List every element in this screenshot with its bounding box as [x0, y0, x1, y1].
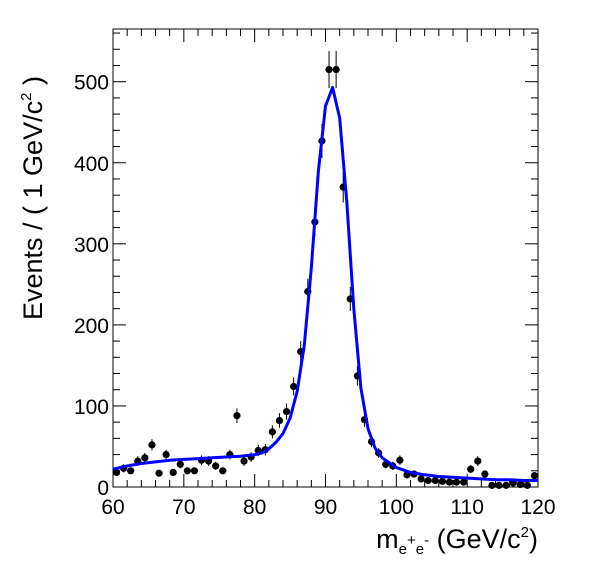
data-point [523, 481, 531, 489]
y-axis-title-main: Events / ( 1 GeV/c [18, 101, 48, 320]
fit-curve [112, 85, 538, 482]
data-point [467, 465, 475, 473]
data-point [240, 457, 248, 465]
y-tick-label: 400 [74, 153, 109, 176]
data-point [219, 467, 227, 475]
data-point [127, 467, 135, 475]
data-point [502, 481, 510, 489]
x-axis-title-sup1: + [407, 532, 416, 549]
x-tick-label: 90 [314, 496, 337, 519]
x-axis-title-unit-end: ) [529, 524, 538, 554]
data-point [396, 456, 404, 464]
x-tick-label: 60 [101, 496, 124, 519]
x-axis-title-sup2: - [424, 532, 429, 549]
x-axis-title-main: m [376, 524, 399, 554]
data-point [268, 428, 276, 436]
x-tick-label: 120 [520, 496, 555, 519]
data-point [282, 408, 291, 416]
x-tick-label: 70 [172, 496, 195, 519]
data-point [424, 476, 432, 485]
data-point [233, 412, 241, 420]
x-axis-title-unit: (GeV/c [429, 524, 521, 554]
data-point [290, 382, 298, 391]
x-axis-title-sub2: e [416, 541, 424, 558]
data-point [488, 481, 496, 489]
data-point [176, 460, 184, 468]
x-axis-title: me+e- (GeV/c2) [376, 524, 538, 558]
x-axis-title-sub1: e [399, 541, 407, 558]
y-axis-title: Events / ( 1 GeV/c2 ) [18, 76, 48, 320]
data-point [325, 65, 333, 74]
plot-border [112, 28, 539, 488]
data-point [155, 469, 163, 477]
x-tick-label: 80 [243, 496, 266, 519]
y-tick-label: 500 [74, 72, 109, 95]
data-point [275, 416, 284, 425]
data-point [530, 472, 539, 480]
y-axis-title-sup: 2 [18, 93, 35, 101]
y-tick-label: 0 [97, 477, 109, 500]
y-tick-label: 300 [74, 234, 109, 257]
x-tick-labels: 60 70 80 90 100 110 120 [101, 496, 555, 519]
data-points [112, 65, 539, 489]
data-point [495, 481, 503, 489]
data-point [141, 454, 149, 462]
data-point [481, 470, 489, 478]
data-point [460, 478, 468, 486]
data-point [148, 441, 156, 449]
data-point [438, 477, 446, 485]
data-point [169, 468, 177, 477]
axis-ticks [112, 29, 539, 488]
data-point [183, 467, 191, 475]
y-tick-label: 200 [74, 315, 109, 338]
data-point [112, 468, 121, 477]
data-point [452, 478, 461, 486]
y-tick-labels: 0 100 200 300 400 500 [74, 72, 109, 500]
y-axis-title-end: ) [18, 76, 48, 93]
data-point [332, 65, 340, 74]
data-point [162, 450, 170, 459]
x-tick-label: 110 [450, 496, 483, 519]
x-tick-label: 100 [379, 496, 414, 519]
data-point [445, 478, 454, 486]
plot-frame [112, 28, 539, 488]
data-point [190, 467, 199, 475]
fit-line [112, 85, 538, 482]
data-point [516, 480, 524, 489]
data-point [474, 457, 482, 465]
data-point [417, 475, 425, 483]
data-point [212, 462, 220, 470]
x-axis-title-unit-sup: 2 [521, 524, 529, 541]
data-point [431, 476, 439, 485]
y-tick-label: 100 [74, 396, 109, 419]
